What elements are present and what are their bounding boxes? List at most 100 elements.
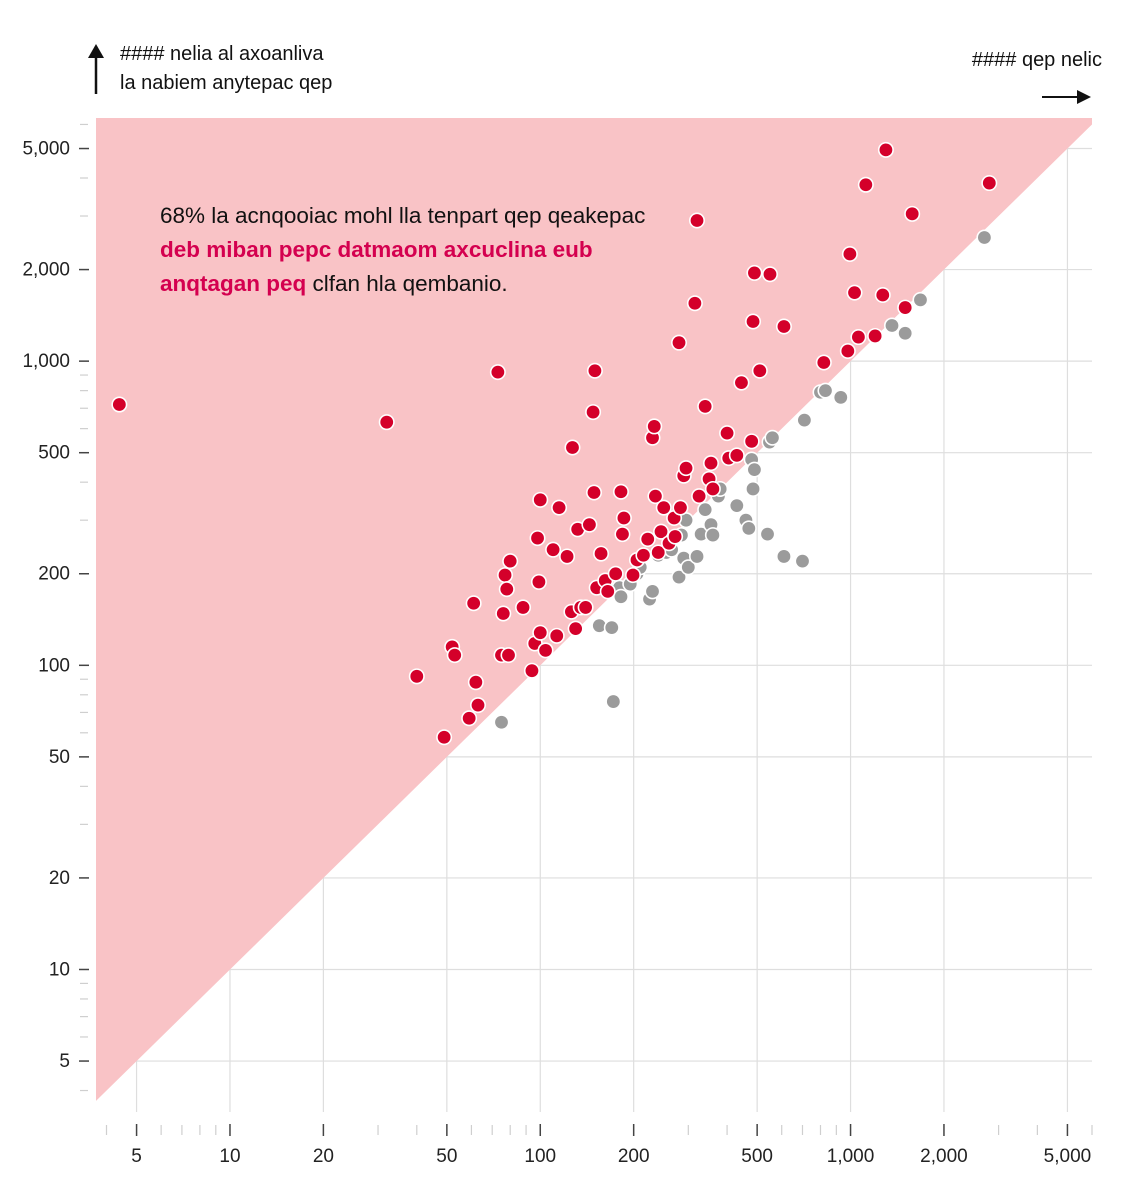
- data-point-above: [489, 364, 506, 381]
- data-point-below: [704, 527, 721, 544]
- data-point-below: [912, 291, 929, 308]
- data-point-above: [702, 455, 719, 472]
- x-tick-label: 5: [131, 1146, 142, 1167]
- data-point-above: [867, 327, 884, 344]
- data-point-above: [897, 299, 914, 316]
- data-point-above: [743, 433, 760, 450]
- data-point-above: [408, 668, 425, 685]
- y-tick-label: 200: [38, 564, 70, 585]
- data-point-above: [465, 595, 482, 612]
- data-point-above: [874, 286, 891, 303]
- y-axis-title-line-1: #### nelia al axoanliva: [120, 43, 324, 65]
- data-point-above: [981, 175, 998, 192]
- data-point-below: [794, 553, 811, 570]
- x-tick-label: 500: [741, 1146, 773, 1167]
- y-axis: 5 10 20 50 100 200 500 1,000 2,000 5,000: [22, 123, 89, 1092]
- annotation-text-start: 68% la acnqooiac mohl lla tenpart qep qe…: [160, 203, 646, 228]
- data-point-above: [751, 362, 768, 379]
- data-point-above: [841, 246, 858, 263]
- data-point-above: [678, 460, 695, 477]
- data-point-above: [704, 480, 721, 497]
- data-point-above: [470, 697, 487, 714]
- data-point-above: [564, 439, 581, 456]
- data-point-above: [529, 530, 546, 547]
- data-point-above: [686, 295, 703, 312]
- data-point-above: [697, 398, 714, 415]
- data-point-above: [650, 544, 667, 561]
- data-point-above: [761, 266, 778, 283]
- data-point-above: [532, 624, 549, 641]
- data-point-above: [646, 418, 663, 435]
- y-axis-title-line-2: la nabiem anytepac qep: [120, 72, 333, 94]
- data-point-above: [599, 583, 616, 600]
- data-point-above: [850, 329, 867, 346]
- data-point-above: [581, 516, 598, 533]
- data-point-above: [857, 176, 874, 193]
- data-point-above: [624, 567, 641, 584]
- data-point-above: [532, 491, 549, 508]
- data-point-above: [733, 374, 750, 391]
- data-point-above: [502, 553, 519, 570]
- data-point-below: [817, 382, 834, 399]
- data-point-below: [764, 429, 781, 446]
- y-tick-label: 1,000: [22, 351, 70, 372]
- data-point-above: [523, 662, 540, 679]
- y-tick-label: 500: [38, 443, 70, 464]
- data-point-below: [976, 229, 993, 246]
- y-tick-label: 50: [49, 747, 70, 768]
- data-point-above: [655, 499, 672, 516]
- data-point-above: [745, 313, 762, 330]
- data-point-below: [796, 412, 813, 429]
- data-point-above: [607, 565, 624, 582]
- data-point-above: [378, 414, 395, 431]
- data-point-above: [495, 605, 512, 622]
- data-point-above: [719, 425, 736, 442]
- data-point-above: [775, 318, 792, 335]
- x-axis-title: #### qep nelic: [971, 49, 1102, 71]
- data-point-above: [497, 567, 514, 584]
- data-point-above: [515, 599, 532, 616]
- data-point-above: [667, 528, 684, 545]
- data-point-above: [691, 488, 708, 505]
- data-point-above: [689, 212, 706, 229]
- x-tick-label: 20: [313, 1146, 334, 1167]
- data-point-below: [775, 548, 792, 565]
- data-point-above: [446, 647, 463, 664]
- data-point-above: [111, 396, 128, 413]
- data-point-above: [530, 573, 547, 590]
- data-point-below: [603, 619, 620, 636]
- data-point-above: [461, 710, 478, 727]
- data-point-above: [846, 284, 863, 301]
- y-axis-arrow-icon: [88, 44, 104, 94]
- data-point-above: [537, 642, 554, 659]
- x-tick-label: 100: [524, 1146, 556, 1167]
- data-point-above: [612, 483, 629, 500]
- annotation-text-end: clfan hla qembanio.: [306, 271, 508, 296]
- data-point-above: [586, 484, 603, 501]
- data-point-below: [671, 569, 688, 586]
- data-point-below: [832, 389, 849, 406]
- data-point-above: [746, 264, 763, 281]
- data-point-below: [746, 461, 763, 478]
- data-point-above: [467, 674, 484, 691]
- data-point-above: [559, 548, 576, 565]
- annotation-highlight: deb miban pepc datmaom axcuclina eub anq…: [160, 237, 593, 296]
- data-point-above: [815, 354, 832, 371]
- data-point-below: [745, 480, 762, 497]
- x-tick-label: 10: [219, 1146, 240, 1167]
- data-point-below: [680, 559, 697, 576]
- data-point-below: [689, 548, 706, 565]
- data-point-above: [500, 647, 517, 664]
- data-point-above: [586, 362, 603, 379]
- data-point-above: [545, 541, 562, 558]
- data-point-above: [672, 499, 689, 516]
- x-axis: 5 10 20 50 100 200 500 1,000 2,000 5,000: [105, 1124, 1093, 1167]
- y-tick-label: 5: [59, 1051, 70, 1072]
- data-point-above: [635, 547, 652, 564]
- data-point-below: [697, 501, 714, 518]
- data-point-above: [839, 342, 856, 359]
- data-point-below: [612, 588, 629, 605]
- data-point-above: [671, 334, 688, 351]
- data-point-above: [615, 510, 632, 527]
